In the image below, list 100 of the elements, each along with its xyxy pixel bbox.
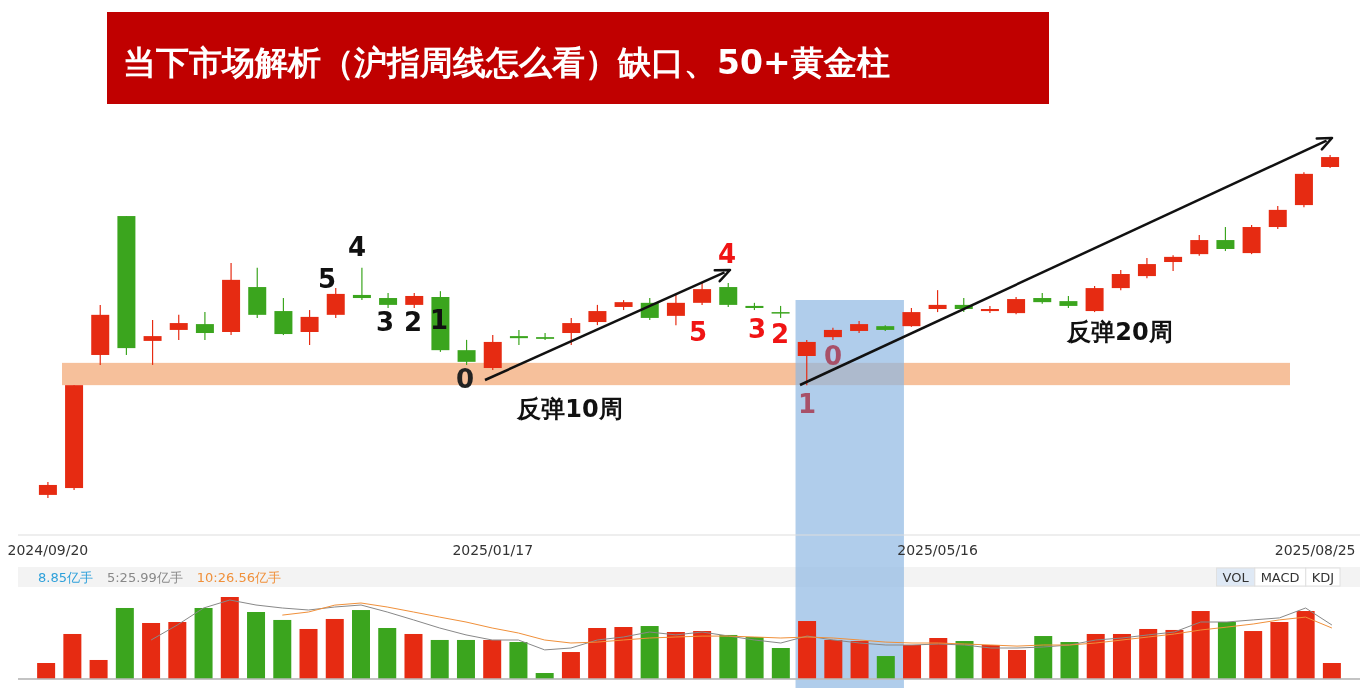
bar <box>1034 636 1053 679</box>
bar <box>1322 663 1341 679</box>
candlestick <box>274 297 293 336</box>
bar <box>352 610 370 679</box>
bar <box>325 618 344 679</box>
bar <box>1086 633 1105 679</box>
bar <box>378 628 397 679</box>
text: 8.85亿手 <box>38 570 93 585</box>
annotation: 5 <box>317 263 337 294</box>
bar <box>981 644 1000 679</box>
bar <box>1008 649 1026 679</box>
bar <box>115 607 134 679</box>
candlestick <box>1268 205 1287 230</box>
bar <box>798 621 817 679</box>
bar <box>1191 611 1210 679</box>
candlestick <box>980 305 999 314</box>
bar <box>142 622 161 679</box>
bar <box>1270 622 1289 679</box>
annotation: 2 <box>770 318 790 349</box>
x-tick-label: 2025/08/25 <box>1274 542 1356 558</box>
annotation: 1 <box>797 388 817 419</box>
bar <box>63 633 82 679</box>
candlestick <box>1164 254 1183 272</box>
bar <box>404 633 423 679</box>
candlestick <box>588 304 607 326</box>
bar <box>876 656 895 679</box>
text: 10:26.56亿手 <box>196 570 281 585</box>
candlestick <box>509 329 528 346</box>
candlestick <box>195 311 214 341</box>
bar <box>247 612 266 679</box>
annotation: 4 <box>347 231 367 262</box>
chart-title: 当下市场解析（沪指周线怎么看）缺口、50+黄金柱 <box>123 43 890 82</box>
candlestick <box>928 289 947 313</box>
bar <box>273 619 292 679</box>
bar <box>561 652 580 679</box>
x-tick-label: 2025/05/16 <box>897 542 979 558</box>
bar <box>89 659 108 679</box>
bar <box>640 626 659 679</box>
candlestick <box>536 332 555 341</box>
candlestick <box>902 307 921 328</box>
bar <box>509 642 528 679</box>
candlestick <box>693 282 712 306</box>
candlestick <box>797 339 816 386</box>
bar <box>614 627 633 679</box>
bar <box>483 639 502 679</box>
annotation: 3 <box>375 306 395 337</box>
candlestick <box>1085 285 1104 313</box>
candlestick <box>719 282 738 308</box>
bar <box>929 638 948 679</box>
bar <box>299 628 318 679</box>
bar <box>903 644 922 679</box>
bar <box>456 639 475 679</box>
bar <box>693 631 712 679</box>
text: 5:25.99亿手 <box>106 570 183 585</box>
bar <box>220 597 239 679</box>
bar <box>168 622 187 679</box>
annotation: 反弹10周 <box>516 395 623 423</box>
text: VOL <box>1222 570 1250 585</box>
bar <box>666 632 685 679</box>
bar <box>1112 633 1131 679</box>
bar <box>588 628 607 679</box>
bar <box>850 641 869 679</box>
candlestick <box>1111 269 1130 291</box>
candlestick <box>562 317 581 346</box>
bar <box>824 639 843 679</box>
candlestick <box>143 319 162 366</box>
candlestick <box>169 314 188 341</box>
x-tick-label: 2024/09/20 <box>7 542 89 558</box>
candlestick <box>326 287 345 319</box>
bar <box>1296 611 1315 679</box>
candlestick <box>352 267 371 301</box>
bar <box>771 648 790 679</box>
bar <box>194 607 213 679</box>
bar <box>37 663 56 679</box>
text: MACD <box>1260 570 1300 585</box>
bar <box>955 641 974 679</box>
annotation: 2 <box>403 306 423 337</box>
annotation: 4 <box>717 238 737 269</box>
candlestick <box>666 294 685 326</box>
bar <box>1060 642 1079 679</box>
bar <box>1165 629 1184 679</box>
bar <box>1139 628 1158 679</box>
bar <box>745 637 764 679</box>
x-tick-label: 2025/01/17 <box>452 542 534 558</box>
candlestick <box>300 309 319 346</box>
annotation: 0 <box>823 340 843 371</box>
candlestick <box>1137 257 1156 279</box>
bar <box>1244 631 1263 679</box>
candlestick <box>1216 226 1235 252</box>
annotation: 1 <box>429 304 449 335</box>
text: KDJ <box>1311 570 1334 585</box>
bar <box>719 634 738 679</box>
candlestick <box>1190 234 1209 257</box>
annotation: 反弹20周 <box>1066 318 1173 346</box>
bar <box>430 639 449 679</box>
annotation: 0 <box>455 363 475 394</box>
annotation: 5 <box>688 316 708 347</box>
bar <box>1217 622 1236 679</box>
candlestick <box>457 339 476 366</box>
annotation: 3 <box>747 313 767 344</box>
